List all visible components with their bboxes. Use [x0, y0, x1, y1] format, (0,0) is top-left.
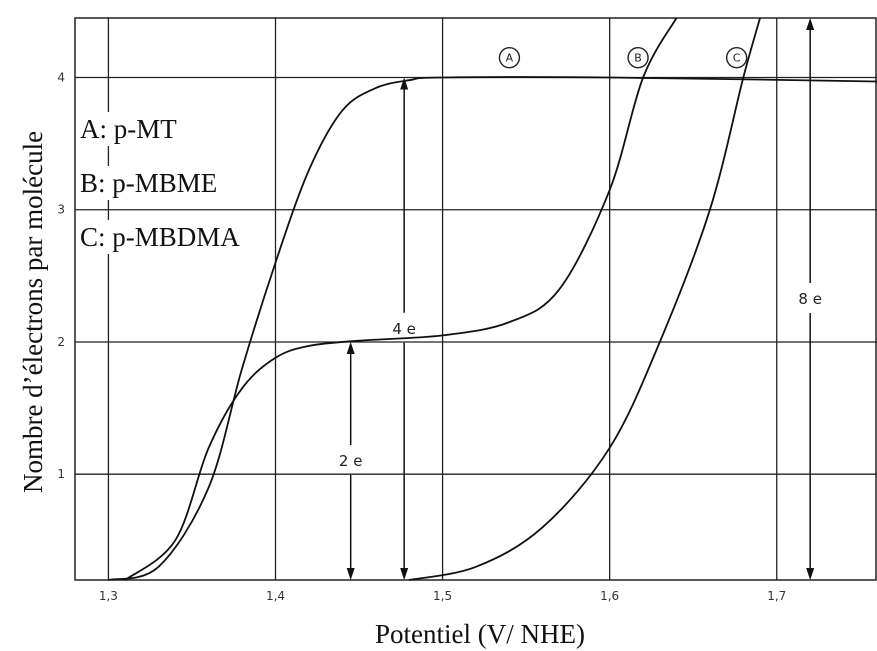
curve-marker-C: C: [725, 46, 748, 69]
curve-marker-B: B: [627, 46, 649, 69]
legend-entry-A: A: p-MT: [80, 114, 177, 144]
series-line-A: [108, 76, 877, 581]
annotation-label: 8 e: [798, 290, 822, 308]
grid: [74, 17, 877, 581]
svg-text:A: A: [506, 52, 514, 65]
series-line-B: [124, 17, 678, 581]
y-axis-label: Nombre d’électrons par molécule: [18, 131, 48, 493]
y-tick-label: 3: [57, 203, 65, 217]
svg-text:B: B: [634, 52, 642, 65]
tick-labels: 1,3 1,4 1,5 1,6 1,7 1 2 3 4: [57, 71, 786, 603]
annotation-label: 4 e: [392, 320, 416, 338]
y-tick-label: 2: [57, 335, 65, 349]
annotation-2e: 2 e: [339, 341, 363, 580]
x-tick-label: 1,7: [767, 589, 786, 603]
x-tick-label: 1,5: [433, 589, 452, 603]
y-tick-label: 4: [57, 71, 65, 85]
series-line-C: [409, 17, 761, 581]
curve-marker-A: A: [498, 46, 521, 69]
svg-text:C: C: [733, 52, 741, 65]
legend-entry-B: B: p-MBME: [80, 168, 217, 198]
annotations: 2 e 4 e 8 e: [339, 18, 822, 580]
annotation-4e: 4 e: [392, 77, 416, 580]
legend: A: p-MT B: p-MBME C: p-MBDMA: [77, 112, 245, 254]
plot-frame: [74, 17, 877, 581]
legend-bg: [77, 112, 182, 146]
x-axis-label: Potentiel (V/ NHE): [375, 619, 585, 649]
x-tick-label: 1,3: [99, 589, 118, 603]
legend-bg: [77, 166, 223, 200]
curve-markers: A B C: [498, 46, 748, 69]
x-tick-label: 1,4: [266, 589, 285, 603]
legend-entry-C: C: p-MBDMA: [80, 222, 240, 252]
x-tick-label: 1,6: [600, 589, 619, 603]
annotation-label: 2 e: [339, 452, 363, 470]
legend-bg: [77, 220, 245, 254]
annotation-8e: 8 e: [798, 18, 822, 580]
y-tick-label: 1: [57, 467, 65, 481]
series-lines: [108, 17, 877, 581]
